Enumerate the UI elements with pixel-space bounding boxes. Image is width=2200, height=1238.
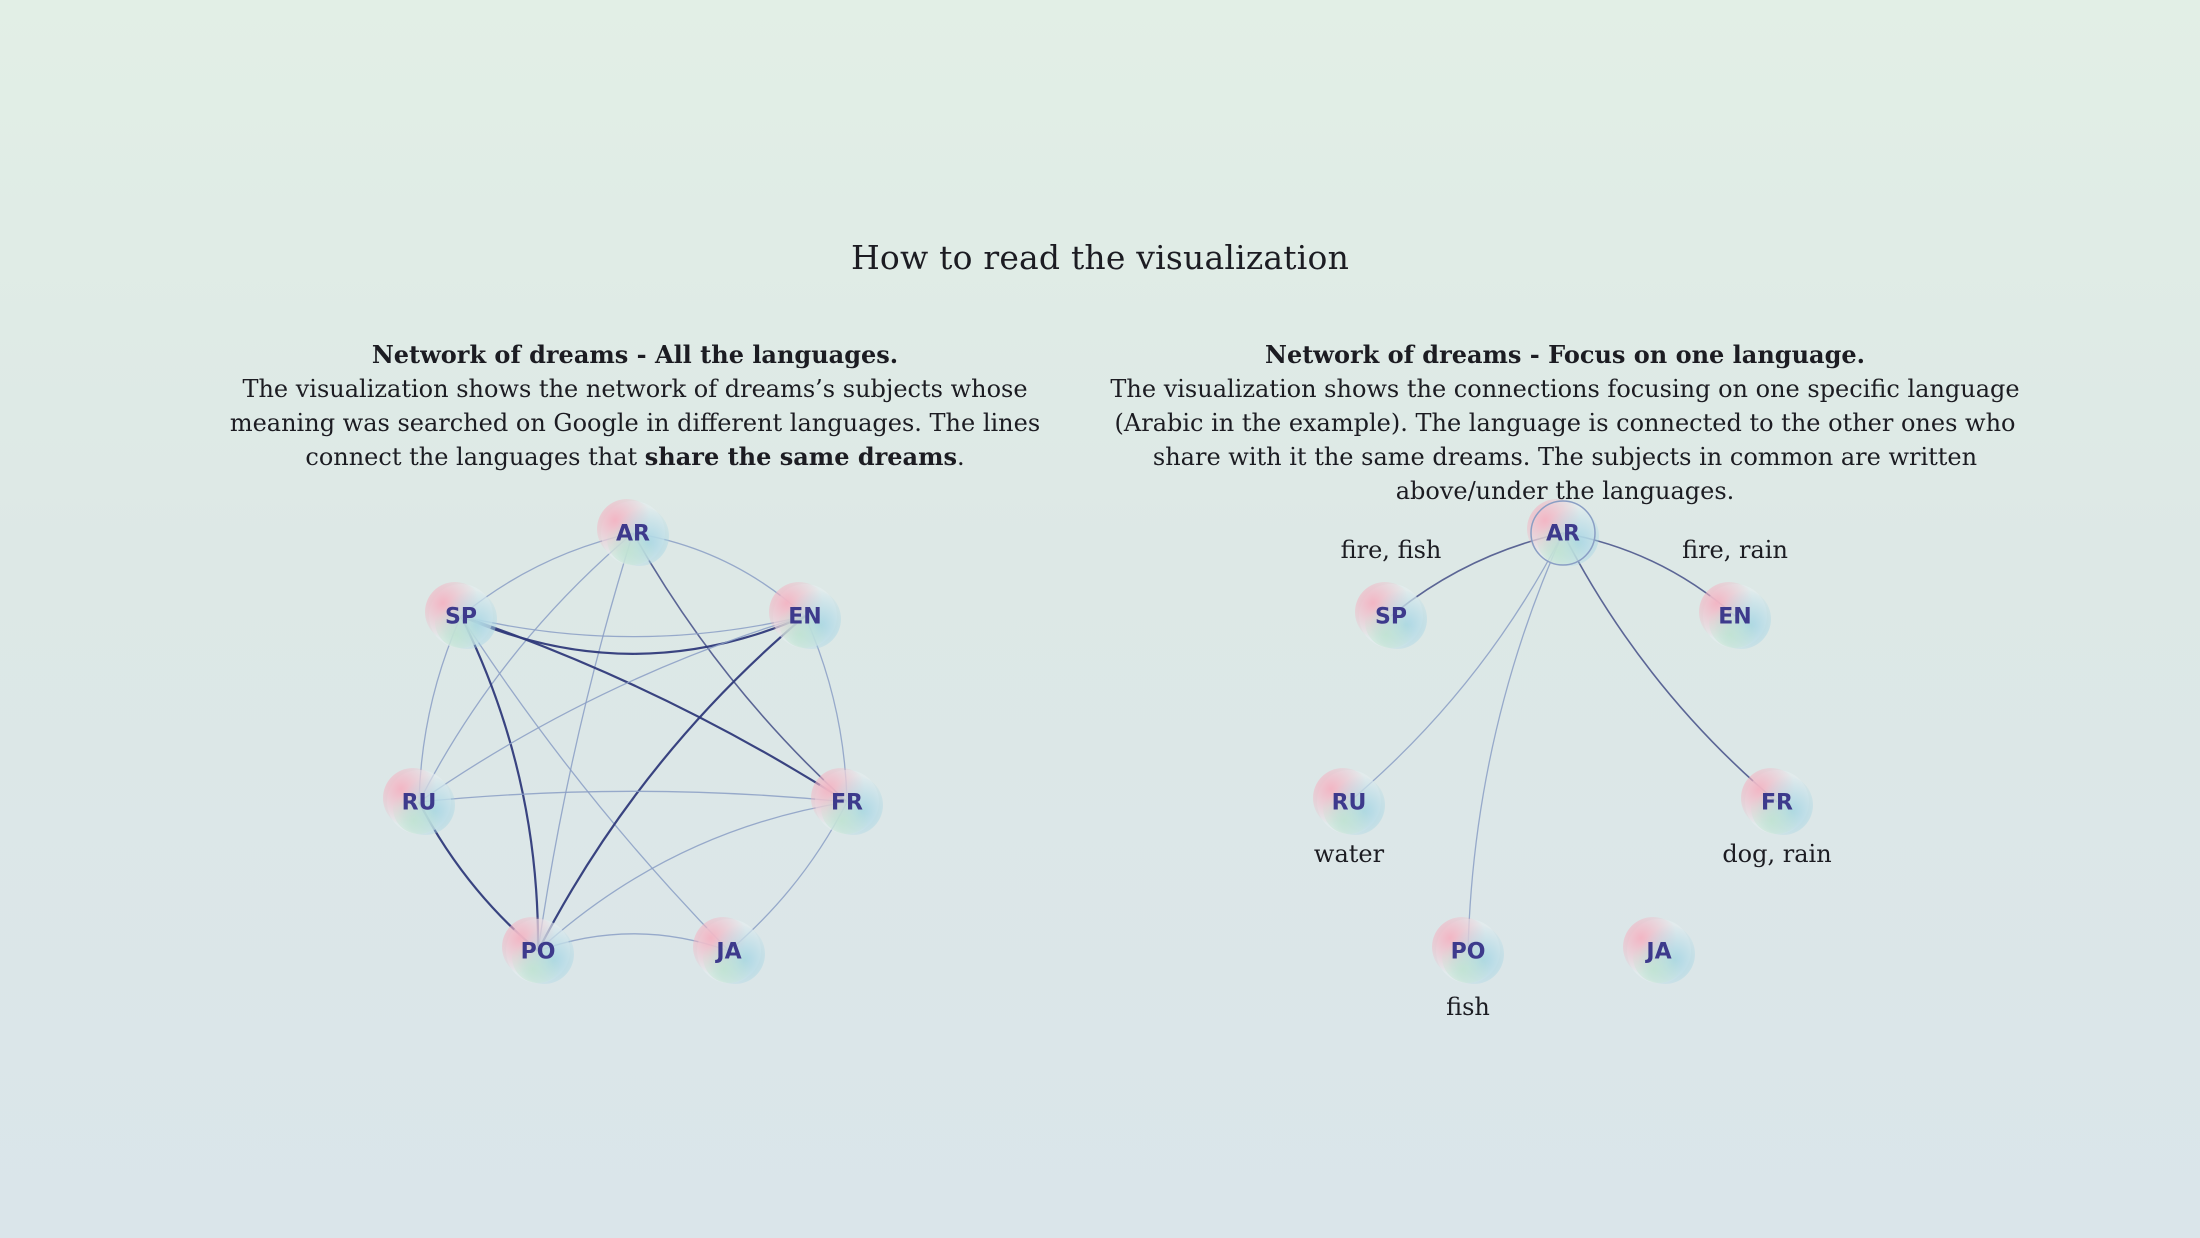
left-node-label: JA xyxy=(714,940,741,965)
focus-node-ru[interactable]: RU xyxy=(1313,768,1385,835)
left-node-label: RU xyxy=(402,791,437,816)
focus-node-ja[interactable]: JA xyxy=(1623,917,1695,984)
edge-sp-en xyxy=(460,615,806,638)
focus-node-label: AR xyxy=(1546,522,1580,547)
left-node-ar[interactable]: AR xyxy=(597,499,669,566)
left-panel-description: Network of dreams - All the languages. T… xyxy=(200,338,1070,474)
focus-node-en[interactable]: EN xyxy=(1699,582,1771,649)
left-node-label: SP xyxy=(445,605,477,630)
right-network-topics: fire, fish fire, rain water dog, rain fish xyxy=(1314,536,1832,1021)
focus-node-ar[interactable]: AR xyxy=(1527,499,1599,566)
topic-label-en: fire, rain xyxy=(1682,536,1788,564)
edge-sp-ja xyxy=(460,615,730,952)
focus-node-label: JA xyxy=(1644,940,1671,965)
edge-ar-po xyxy=(537,532,634,952)
focus-node-label: RU xyxy=(1332,791,1367,816)
focus-edge-ar-ru xyxy=(1348,532,1564,803)
left-panel-emphasis: share the same dreams xyxy=(644,442,957,471)
left-node-en[interactable]: EN xyxy=(769,582,841,649)
left-node-po[interactable]: PO xyxy=(502,917,574,984)
focus-node-sp[interactable]: SP xyxy=(1355,582,1427,649)
left-node-ja[interactable]: JA xyxy=(693,917,765,984)
edge-en-po xyxy=(537,615,806,952)
left-node-fr[interactable]: FR xyxy=(811,768,883,835)
topic-label-po: fish xyxy=(1446,993,1490,1021)
left-network-nodes: AR SP EN RU FR PO JA xyxy=(383,499,883,984)
right-network-nodes: AR SP EN RU FR PO JA xyxy=(1313,499,1813,984)
left-node-label: FR xyxy=(831,791,863,816)
focus-node-label: SP xyxy=(1375,605,1407,630)
left-node-label: PO xyxy=(521,940,556,965)
edge-ar-fr xyxy=(632,532,848,803)
focus-node-label: EN xyxy=(1718,605,1751,630)
right-panel-body: The visualization shows the connections … xyxy=(1110,375,2020,505)
right-panel-heading: Network of dreams - Focus on one languag… xyxy=(1265,340,1865,369)
focus-node-label: PO xyxy=(1451,940,1486,965)
edge-sp-fr xyxy=(460,614,848,803)
left-panel-heading: Network of dreams - All the languages. xyxy=(371,340,899,369)
right-panel-description: Network of dreams - Focus on one languag… xyxy=(1100,338,2030,508)
focus-node-fr[interactable]: FR xyxy=(1741,768,1813,835)
focus-node-po[interactable]: PO xyxy=(1432,917,1504,984)
left-node-label: EN xyxy=(788,605,821,630)
edge-en-ru xyxy=(418,615,806,803)
topic-label-ru: water xyxy=(1314,840,1385,868)
focus-edge-ar-po xyxy=(1467,532,1564,952)
left-node-label: AR xyxy=(616,522,650,547)
edge-ar-ru xyxy=(418,532,634,803)
left-node-sp[interactable]: SP xyxy=(425,582,497,649)
topic-label-fr: dog, rain xyxy=(1722,840,1831,868)
left-panel-body: The visualization shows the network of d… xyxy=(229,375,1041,471)
topic-label-sp: fire, fish xyxy=(1341,536,1442,564)
edge-sp-po xyxy=(460,615,540,952)
focus-edge-ar-fr xyxy=(1562,532,1778,803)
left-node-ru[interactable]: RU xyxy=(383,768,455,835)
focus-node-label: FR xyxy=(1761,791,1793,816)
edge-ru-fr xyxy=(418,790,848,803)
page-title: How to read the visualization xyxy=(850,238,1350,277)
edge-fr-po xyxy=(537,801,848,952)
